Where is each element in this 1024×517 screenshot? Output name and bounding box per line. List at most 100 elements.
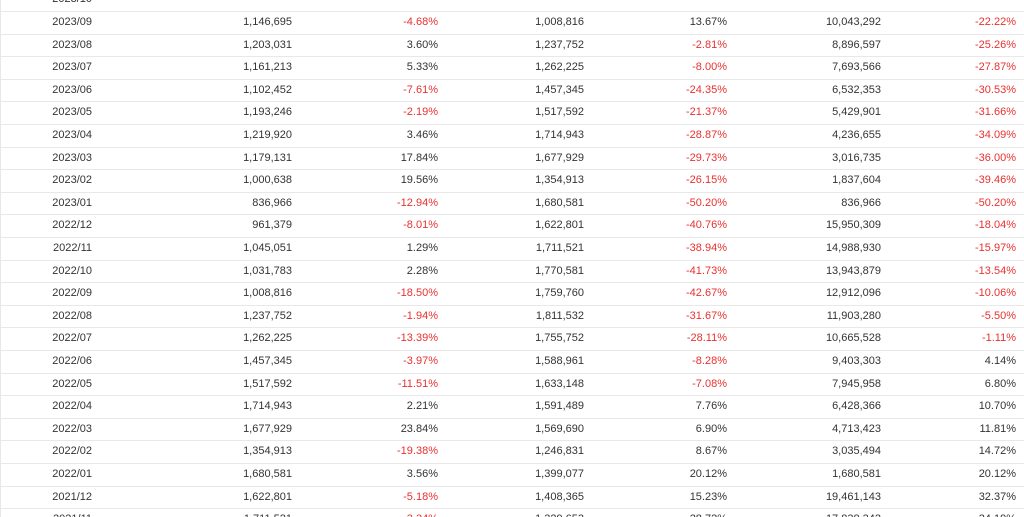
row-edge-spacer xyxy=(1020,237,1024,261)
cell-change-2: 7.76% xyxy=(588,395,731,419)
cell-month: 2022/02 xyxy=(0,440,94,464)
cell-value-1: 1,680,581 xyxy=(94,463,296,487)
row-edge-spacer xyxy=(1020,11,1024,35)
cell-value-3: 3,016,735 xyxy=(731,147,885,171)
cell-value-1: 1,179,131 xyxy=(94,147,296,171)
cell-value-2: 1,399,077 xyxy=(442,463,588,487)
row-edge-spacer xyxy=(1020,101,1024,126)
table-row: 2022/12 961,379 -8.01% 1,622,801 -40.76% 15,9… xyxy=(0,214,1024,239)
cell-value-3: 836,966 xyxy=(731,192,885,216)
cell-change-2: -50.20% xyxy=(588,192,731,216)
table-row: 2021/12 1,622,801 -5.18% 1,408,365 15.23% 19,… xyxy=(0,486,1024,510)
cell-value-3: 17,838,342 xyxy=(731,508,885,517)
cell-value-3: 15,950,309 xyxy=(731,214,885,239)
cell-change-3: -1.11% xyxy=(885,327,1020,351)
cell-change-2: -31.67% xyxy=(588,305,731,329)
table-row: 2023/03 1,179,131 17.84% 1,677,929 -29.73% 3,… xyxy=(0,147,1024,171)
row-edge-spacer xyxy=(1020,373,1024,397)
cell-value-3: 6,428,366 xyxy=(731,395,885,419)
cell-change-2: 6.90% xyxy=(588,418,731,442)
cell-change-1: -3.34% xyxy=(296,508,442,517)
cell-month: 2021/12 xyxy=(0,486,94,510)
cell-change-2: -28.87% xyxy=(588,124,731,148)
cell-value-3: 4,713,423 xyxy=(731,418,885,442)
cell-value-3: 4,236,655 xyxy=(731,124,885,148)
cell-change-1: -11.51% xyxy=(296,373,442,397)
row-edge-spacer xyxy=(1020,305,1024,329)
table-row: 2022/02 1,354,913 -19.38% 1,246,831 8.67% 3,0… xyxy=(0,440,1024,464)
cell-value-2: 1,354,913 xyxy=(442,169,588,193)
row-edge-spacer xyxy=(1020,79,1024,103)
cell-change-1: -4.68% xyxy=(296,11,442,35)
cell-month: 2023/07 xyxy=(0,56,94,80)
cell-change-1: 2.21% xyxy=(296,395,442,419)
cell-change-2: 8.67% xyxy=(588,440,731,464)
cell-value-3: 7,945,958 xyxy=(731,373,885,397)
row-edge-spacer xyxy=(1020,56,1024,80)
cell-change-2: -42.67% xyxy=(588,282,731,306)
cell-value-3: 7,693,566 xyxy=(731,56,885,80)
cell-value-2: 1,262,225 xyxy=(442,56,588,80)
cell-value-1 xyxy=(94,0,296,13)
cell-change-1: -2.19% xyxy=(296,101,442,126)
table-row: 2022/10 1,031,783 2.28% 1,770,581 -41.73% 13,… xyxy=(0,260,1024,284)
table-row: 2022/03 1,677,929 23.84% 1,569,690 6.90% 4,71… xyxy=(0,418,1024,442)
cell-change-3: 20.12% xyxy=(885,463,1020,487)
cell-change-3: -5.50% xyxy=(885,305,1020,329)
cell-change-1: -19.38% xyxy=(296,440,442,464)
table-row: 2022/08 1,237,752 -1.94% 1,811,532 -31.67% 11… xyxy=(0,305,1024,329)
cell-value-3: 6,532,353 xyxy=(731,79,885,103)
table-row: 2023/02 1,000,638 19.56% 1,354,913 -26.15% 1,… xyxy=(0,169,1024,193)
cell-change-1: 1.29% xyxy=(296,237,442,261)
cell-change-2: -7.08% xyxy=(588,373,731,397)
cell-value-1: 1,219,920 xyxy=(94,124,296,148)
cell-value-1: 1,045,051 xyxy=(94,237,296,261)
cell-change-3: 6.80% xyxy=(885,373,1020,397)
table-row: 2023/10 xyxy=(0,0,1024,13)
cell-value-1: 1,102,452 xyxy=(94,79,296,103)
cell-value-1: 1,000,638 xyxy=(94,169,296,193)
cell-change-3: 34.19% xyxy=(885,508,1020,517)
row-edge-spacer xyxy=(1020,192,1024,216)
cell-change-1: 2.28% xyxy=(296,260,442,284)
cell-month: 2023/02 xyxy=(0,169,94,193)
cell-month: 2023/08 xyxy=(0,34,94,58)
cell-change-3: -18.04% xyxy=(885,214,1020,239)
table-row: 2023/09 1,146,695 -4.68% 1,008,816 13.67% 10,… xyxy=(0,11,1024,35)
cell-value-2 xyxy=(442,0,588,13)
table-row: 2022/07 1,262,225 -13.39% 1,755,752 -28.11% 1… xyxy=(0,327,1024,351)
row-edge-spacer xyxy=(1020,214,1024,239)
cell-value-2: 1,008,816 xyxy=(442,11,588,35)
cell-change-3: 11.81% xyxy=(885,418,1020,442)
cell-change-1: -3.97% xyxy=(296,350,442,374)
cell-change-3: -13.54% xyxy=(885,260,1020,284)
row-edge-spacer xyxy=(1020,169,1024,193)
cell-change-2: -8.28% xyxy=(588,350,731,374)
cell-change-1: -5.18% xyxy=(296,486,442,510)
cell-month: 2021/11 xyxy=(0,508,94,517)
cell-value-2: 1,680,581 xyxy=(442,192,588,216)
cell-value-3: 1,837,604 xyxy=(731,169,885,193)
table-row: 2022/06 1,457,345 -3.97% 1,588,961 -8.28% 9,4… xyxy=(0,350,1024,374)
cell-change-3: -10.06% xyxy=(885,282,1020,306)
cell-change-2: -24.35% xyxy=(588,79,731,103)
cell-value-3: 12,912,096 xyxy=(731,282,885,306)
cell-change-2: 15.23% xyxy=(588,486,731,510)
row-edge-spacer xyxy=(1020,440,1024,464)
row-edge-spacer xyxy=(1020,34,1024,58)
cell-value-1: 1,711,521 xyxy=(94,508,296,517)
row-edge-spacer xyxy=(1020,0,1024,13)
cell-value-2: 1,517,592 xyxy=(442,101,588,126)
cell-value-2: 1,759,760 xyxy=(442,282,588,306)
cell-value-1: 1,008,816 xyxy=(94,282,296,306)
cell-change-1 xyxy=(296,0,442,13)
cell-change-2: -21.37% xyxy=(588,101,731,126)
table-row: 2022/01 1,680,581 3.56% 1,399,077 20.12% 1,68… xyxy=(0,463,1024,487)
cell-value-2: 1,569,690 xyxy=(442,418,588,442)
cell-value-2: 1,246,831 xyxy=(442,440,588,464)
cell-change-3: -27.87% xyxy=(885,56,1020,80)
cell-value-1: 1,203,031 xyxy=(94,34,296,58)
cell-month: 2022/04 xyxy=(0,395,94,419)
cell-change-1: -12.94% xyxy=(296,192,442,216)
